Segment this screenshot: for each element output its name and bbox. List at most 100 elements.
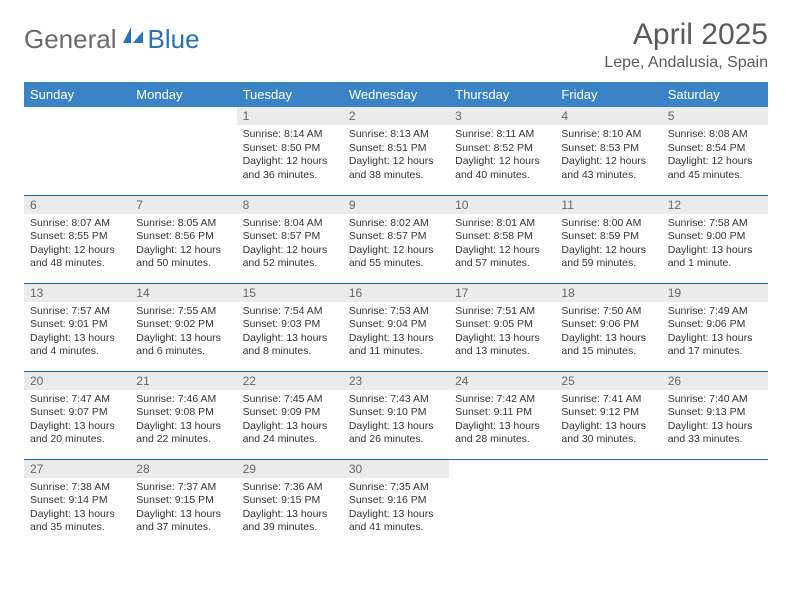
sunset-line: Sunset: 8:50 PM [243, 142, 337, 156]
calendar-cell: 12Sunrise: 7:58 AMSunset: 9:00 PMDayligh… [662, 195, 768, 283]
day-number: 29 [237, 460, 343, 478]
location: Lepe, Andalusia, Spain [604, 54, 768, 72]
day-details: Sunrise: 7:57 AMSunset: 9:01 PMDaylight:… [24, 302, 130, 364]
daylight-line: Daylight: 13 hours and 30 minutes. [561, 420, 655, 447]
calendar-row: 1Sunrise: 8:14 AMSunset: 8:50 PMDaylight… [24, 107, 768, 195]
day-number: 19 [662, 284, 768, 302]
daylight-line: Daylight: 13 hours and 22 minutes. [136, 420, 230, 447]
calendar-cell [449, 459, 555, 547]
sunset-line: Sunset: 9:14 PM [30, 494, 124, 508]
weekday-header: Thursday [449, 82, 555, 107]
calendar-cell: 3Sunrise: 8:11 AMSunset: 8:52 PMDaylight… [449, 107, 555, 195]
logo-sail-icon [121, 25, 145, 50]
day-details: Sunrise: 7:49 AMSunset: 9:06 PMDaylight:… [662, 302, 768, 364]
day-number: 23 [343, 372, 449, 390]
day-details: Sunrise: 7:36 AMSunset: 9:15 PMDaylight:… [237, 478, 343, 540]
day-details: Sunrise: 7:42 AMSunset: 9:11 PMDaylight:… [449, 390, 555, 452]
day-details: Sunrise: 8:08 AMSunset: 8:54 PMDaylight:… [662, 125, 768, 187]
calendar-cell: 2Sunrise: 8:13 AMSunset: 8:51 PMDaylight… [343, 107, 449, 195]
sunrise-line: Sunrise: 8:05 AM [136, 217, 230, 231]
day-details: Sunrise: 7:37 AMSunset: 9:15 PMDaylight:… [130, 478, 236, 540]
daylight-line: Daylight: 12 hours and 55 minutes. [349, 244, 443, 271]
daylight-line: Daylight: 12 hours and 57 minutes. [455, 244, 549, 271]
calendar-cell: 19Sunrise: 7:49 AMSunset: 9:06 PMDayligh… [662, 283, 768, 371]
calendar-cell: 8Sunrise: 8:04 AMSunset: 8:57 PMDaylight… [237, 195, 343, 283]
sunrise-line: Sunrise: 8:07 AM [30, 217, 124, 231]
day-details: Sunrise: 8:05 AMSunset: 8:56 PMDaylight:… [130, 214, 236, 276]
sunset-line: Sunset: 8:52 PM [455, 142, 549, 156]
sunset-line: Sunset: 9:01 PM [30, 318, 124, 332]
sunset-line: Sunset: 9:10 PM [349, 406, 443, 420]
day-number: 2 [343, 107, 449, 125]
daylight-line: Daylight: 13 hours and 13 minutes. [455, 332, 549, 359]
sunset-line: Sunset: 8:56 PM [136, 230, 230, 244]
sunrise-line: Sunrise: 7:49 AM [668, 305, 762, 319]
calendar-cell: 21Sunrise: 7:46 AMSunset: 9:08 PMDayligh… [130, 371, 236, 459]
calendar-cell: 7Sunrise: 8:05 AMSunset: 8:56 PMDaylight… [130, 195, 236, 283]
day-number: 27 [24, 460, 130, 478]
calendar-cell: 20Sunrise: 7:47 AMSunset: 9:07 PMDayligh… [24, 371, 130, 459]
daylight-line: Daylight: 12 hours and 52 minutes. [243, 244, 337, 271]
weekday-header: Friday [555, 82, 661, 107]
day-details: Sunrise: 7:51 AMSunset: 9:05 PMDaylight:… [449, 302, 555, 364]
sunrise-line: Sunrise: 7:40 AM [668, 393, 762, 407]
day-number: 5 [662, 107, 768, 125]
day-details: Sunrise: 8:04 AMSunset: 8:57 PMDaylight:… [237, 214, 343, 276]
calendar-row: 27Sunrise: 7:38 AMSunset: 9:14 PMDayligh… [24, 459, 768, 547]
logo: General Blue [24, 24, 200, 55]
sunset-line: Sunset: 9:06 PM [668, 318, 762, 332]
day-number: 28 [130, 460, 236, 478]
day-details: Sunrise: 8:13 AMSunset: 8:51 PMDaylight:… [343, 125, 449, 187]
daylight-line: Daylight: 12 hours and 40 minutes. [455, 155, 549, 182]
calendar-table: SundayMondayTuesdayWednesdayThursdayFrid… [24, 82, 768, 547]
sunset-line: Sunset: 8:59 PM [561, 230, 655, 244]
sunrise-line: Sunrise: 7:57 AM [30, 305, 124, 319]
daylight-line: Daylight: 13 hours and 1 minute. [668, 244, 762, 271]
day-number: 6 [24, 196, 130, 214]
sunrise-line: Sunrise: 8:10 AM [561, 128, 655, 142]
daylight-line: Daylight: 13 hours and 4 minutes. [30, 332, 124, 359]
calendar-cell: 27Sunrise: 7:38 AMSunset: 9:14 PMDayligh… [24, 459, 130, 547]
sunrise-line: Sunrise: 8:01 AM [455, 217, 549, 231]
calendar-cell: 13Sunrise: 7:57 AMSunset: 9:01 PMDayligh… [24, 283, 130, 371]
weekday-header: Monday [130, 82, 236, 107]
daylight-line: Daylight: 13 hours and 37 minutes. [136, 508, 230, 535]
daylight-line: Daylight: 12 hours and 45 minutes. [668, 155, 762, 182]
calendar-cell: 11Sunrise: 8:00 AMSunset: 8:59 PMDayligh… [555, 195, 661, 283]
calendar-cell: 30Sunrise: 7:35 AMSunset: 9:16 PMDayligh… [343, 459, 449, 547]
calendar-cell: 22Sunrise: 7:45 AMSunset: 9:09 PMDayligh… [237, 371, 343, 459]
calendar-cell: 23Sunrise: 7:43 AMSunset: 9:10 PMDayligh… [343, 371, 449, 459]
sunset-line: Sunset: 8:57 PM [349, 230, 443, 244]
sunset-line: Sunset: 9:02 PM [136, 318, 230, 332]
sunrise-line: Sunrise: 7:53 AM [349, 305, 443, 319]
day-details: Sunrise: 8:02 AMSunset: 8:57 PMDaylight:… [343, 214, 449, 276]
calendar-row: 20Sunrise: 7:47 AMSunset: 9:07 PMDayligh… [24, 371, 768, 459]
sunset-line: Sunset: 9:04 PM [349, 318, 443, 332]
day-details: Sunrise: 7:40 AMSunset: 9:13 PMDaylight:… [662, 390, 768, 452]
day-details: Sunrise: 8:11 AMSunset: 8:52 PMDaylight:… [449, 125, 555, 187]
day-details: Sunrise: 7:55 AMSunset: 9:02 PMDaylight:… [130, 302, 236, 364]
day-details: Sunrise: 8:10 AMSunset: 8:53 PMDaylight:… [555, 125, 661, 187]
sunset-line: Sunset: 9:07 PM [30, 406, 124, 420]
day-number: 14 [130, 284, 236, 302]
calendar-cell: 25Sunrise: 7:41 AMSunset: 9:12 PMDayligh… [555, 371, 661, 459]
sunrise-line: Sunrise: 7:55 AM [136, 305, 230, 319]
day-number: 15 [237, 284, 343, 302]
sunrise-line: Sunrise: 7:35 AM [349, 481, 443, 495]
sunrise-line: Sunrise: 8:04 AM [243, 217, 337, 231]
weekday-header: Tuesday [237, 82, 343, 107]
calendar-cell: 5Sunrise: 8:08 AMSunset: 8:54 PMDaylight… [662, 107, 768, 195]
sunrise-line: Sunrise: 7:46 AM [136, 393, 230, 407]
day-details: Sunrise: 7:58 AMSunset: 9:00 PMDaylight:… [662, 214, 768, 276]
daylight-line: Daylight: 13 hours and 35 minutes. [30, 508, 124, 535]
day-details: Sunrise: 7:38 AMSunset: 9:14 PMDaylight:… [24, 478, 130, 540]
sunset-line: Sunset: 9:15 PM [243, 494, 337, 508]
sunset-line: Sunset: 9:12 PM [561, 406, 655, 420]
sunrise-line: Sunrise: 8:13 AM [349, 128, 443, 142]
day-number: 9 [343, 196, 449, 214]
logo-text-general: General [24, 24, 117, 55]
header: General Blue April 2025 Lepe, Andalusia,… [24, 18, 768, 72]
day-details: Sunrise: 7:46 AMSunset: 9:08 PMDaylight:… [130, 390, 236, 452]
day-number: 20 [24, 372, 130, 390]
day-details: Sunrise: 8:01 AMSunset: 8:58 PMDaylight:… [449, 214, 555, 276]
